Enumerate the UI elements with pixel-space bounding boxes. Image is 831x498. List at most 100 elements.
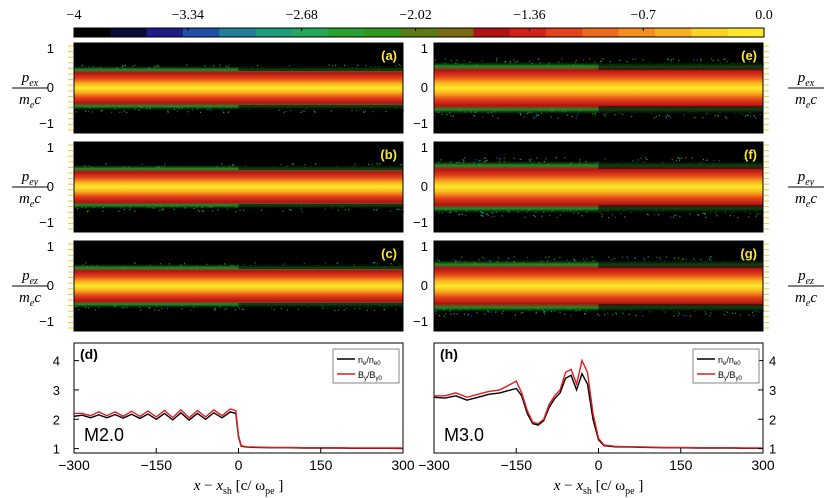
ytick-label: 1 <box>47 239 54 254</box>
noise-point <box>198 210 201 212</box>
noise-point <box>372 111 374 113</box>
noise-point <box>656 256 658 258</box>
noise-point <box>480 214 482 216</box>
noise-point <box>482 256 484 258</box>
colorbar-segment <box>691 28 729 37</box>
noise-point <box>705 313 707 315</box>
noise-point <box>496 58 498 60</box>
noise-point <box>359 307 361 309</box>
noise-point <box>459 213 461 215</box>
noise-point <box>514 314 517 316</box>
noise-point <box>223 308 225 311</box>
noise-point <box>132 65 135 67</box>
colorbar-tick-label: −3.34 <box>172 8 204 23</box>
noise-point <box>596 313 599 315</box>
x-axis-label: x − xsh [c/ ωpe ] <box>193 478 284 497</box>
noise-point <box>86 210 88 213</box>
noise-point <box>603 113 605 116</box>
noise-point <box>434 59 437 61</box>
noise-point <box>631 115 633 118</box>
ylabel-denominator: mec <box>19 92 41 111</box>
downstream-shade <box>238 105 403 110</box>
noise-point <box>219 64 221 66</box>
noise-point <box>627 257 629 259</box>
noise-point <box>634 257 636 260</box>
panel-frame <box>73 141 404 233</box>
beam-distribution <box>74 66 403 110</box>
noise-point <box>479 159 481 162</box>
noise-point <box>528 159 531 161</box>
noise-point <box>570 314 572 317</box>
noise-point <box>520 312 522 314</box>
noise-point <box>584 313 586 315</box>
noise-point <box>703 212 705 215</box>
colorbar-segment <box>582 28 620 37</box>
colorbar-tick-label: −1.36 <box>513 8 545 23</box>
noise-point <box>615 313 617 315</box>
noise-point <box>354 163 356 165</box>
noise-point <box>739 314 742 316</box>
noise-point <box>660 259 663 261</box>
noise-point <box>484 258 486 260</box>
noise-point <box>222 110 224 112</box>
noise-point <box>505 60 507 63</box>
noise-point <box>726 311 728 313</box>
noise-point <box>100 110 102 112</box>
noise-point <box>123 208 125 211</box>
noise-point <box>561 58 563 60</box>
noise-point <box>343 309 345 311</box>
mach-annotation: M2.0 <box>84 425 124 445</box>
noise-point <box>134 210 136 212</box>
noise-point <box>536 157 538 159</box>
noise-point <box>278 109 280 111</box>
noise-point <box>210 109 212 111</box>
panel-label: (b) <box>380 147 397 162</box>
noise-point <box>204 65 206 67</box>
noise-point <box>78 309 80 311</box>
noise-point <box>214 309 216 311</box>
noise-point <box>273 309 275 311</box>
noise-point <box>675 159 677 162</box>
noise-point <box>102 210 104 212</box>
noise-point <box>490 311 492 313</box>
noise-point <box>366 309 368 311</box>
noise-point <box>628 313 630 316</box>
noise-point <box>734 312 737 314</box>
noise-point <box>642 59 644 61</box>
noise-point <box>453 313 455 315</box>
noise-point <box>621 256 624 258</box>
ytick-label: 0 <box>47 80 54 95</box>
noise-point <box>474 115 476 117</box>
noise-point <box>168 263 171 265</box>
noise-point <box>520 114 522 116</box>
ytick-label: 1 <box>769 442 776 457</box>
noise-point <box>400 164 402 166</box>
noise-point <box>715 212 717 214</box>
noise-point <box>87 110 90 113</box>
noise-point <box>672 58 674 60</box>
colorbar-segment <box>110 28 148 37</box>
colorbar-segment <box>546 28 584 37</box>
noise-point <box>534 116 536 118</box>
noise-point <box>377 164 379 166</box>
noise-point <box>450 59 452 62</box>
noise-point <box>706 159 708 161</box>
noise-point <box>756 213 758 215</box>
noise-point <box>280 308 282 310</box>
ylabel-denominator: mec <box>795 92 817 111</box>
noise-point <box>689 213 691 215</box>
panel-label: (f) <box>744 147 757 162</box>
noise-point <box>550 116 552 118</box>
noise-point <box>579 159 581 161</box>
noise-point <box>389 210 392 212</box>
noise-point <box>667 115 669 117</box>
noise-point <box>345 307 348 309</box>
ytick-label: 0 <box>47 179 54 194</box>
noise-point <box>105 163 107 165</box>
noise-point <box>290 209 292 211</box>
noise-point <box>134 262 136 264</box>
colorbar-segment <box>364 28 402 37</box>
ylabel-fraction: pez mec <box>12 268 48 309</box>
noise-point <box>355 109 357 111</box>
noise-point <box>450 313 452 315</box>
